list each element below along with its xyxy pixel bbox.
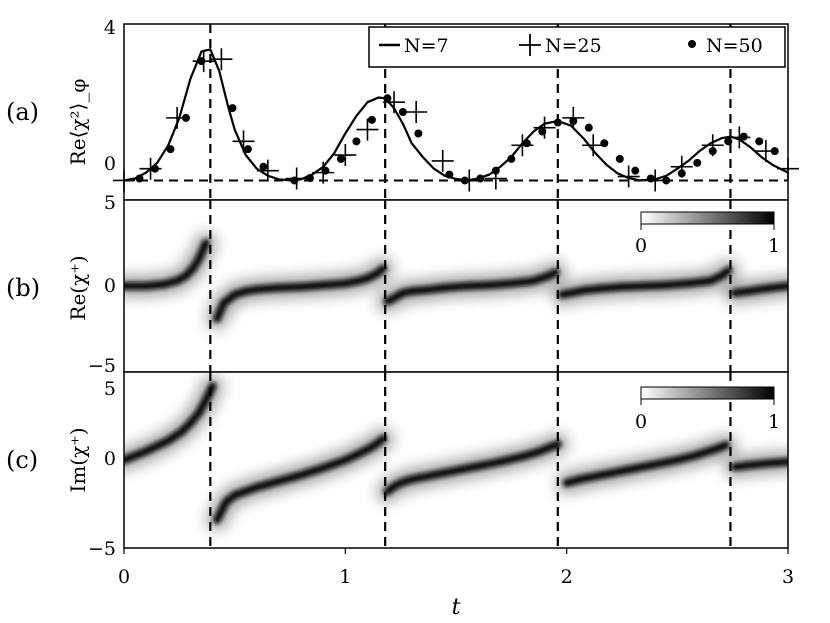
legend-plus-swatch (519, 34, 541, 56)
panel-b-ytick-0: 0 (104, 275, 116, 297)
series-n25-marker (582, 134, 605, 157)
series-n50-marker (724, 137, 733, 146)
panel-c-density-ridge (761, 457, 788, 468)
x-axis-label: t (452, 595, 461, 620)
series-n50-marker (600, 139, 609, 148)
series-n25-marker (405, 101, 428, 123)
panel-a-ylabel: Re⟨χ²⟩_φ (66, 79, 90, 166)
series-n50-marker (476, 174, 485, 183)
series-n50-marker (538, 127, 547, 136)
panel-b-colorbar-max: 1 (768, 235, 780, 257)
series-n50-marker (243, 145, 252, 154)
panel-c-density-ridge (142, 436, 173, 456)
panel-c-density-ridge (372, 434, 387, 449)
series-n25-marker (533, 116, 556, 139)
panel-b-label: (b) (6, 274, 40, 302)
panel-c-label: (c) (6, 446, 38, 474)
panel-c-colorbar: 0 1 (635, 386, 780, 433)
series-n25-marker (431, 149, 454, 172)
panel-a-ytick-4: 4 (104, 17, 116, 39)
series-n50-marker (693, 158, 702, 167)
panel-c-ylabel: Im(χ⁺) (66, 427, 90, 492)
series-n50-marker (677, 169, 686, 178)
panel-b-density-ridge (761, 282, 788, 293)
series-n50-marker (197, 57, 206, 66)
series-n25-marker (210, 48, 233, 71)
panel-c-colorbar-max: 1 (768, 411, 780, 433)
panel-c-frame (123, 371, 789, 549)
series-n50-marker (445, 170, 454, 179)
panel-c-ytick-5: 5 (104, 378, 116, 400)
series-n50-marker (166, 145, 175, 154)
series-n50-marker (646, 174, 655, 183)
panel-c-colorbar-min: 0 (635, 411, 647, 433)
panel-b: (b) Re(χ⁺) −5 0 5 0 1 (6, 192, 789, 377)
x-tick-label-0: 0 (118, 566, 130, 588)
series-n50-marker (414, 129, 423, 138)
panel-b-ytick-neg5: −5 (88, 355, 116, 377)
series-n50-marker (615, 154, 624, 163)
panel-c: (c) Im(χ⁺) −5 0 5 0 1 0 1 2 3 t (6, 371, 794, 620)
series-n50-marker (584, 123, 593, 132)
panel-c-density-ridge (544, 440, 562, 452)
panel-a-ytick-0: 0 (104, 153, 116, 175)
panel-c-ytick-0: 0 (104, 448, 116, 470)
series-n50-marker (491, 166, 500, 175)
series-n25-marker (113, 169, 135, 192)
series-n50-marker (367, 115, 376, 124)
panel-c-density-ridge (201, 382, 217, 405)
series-n50-marker (181, 113, 190, 122)
legend-dot-swatch (688, 40, 696, 48)
panel-a: (a) Re⟨χ²⟩_φ 0 4 N=7 N=25 N=50 (6, 17, 799, 201)
series-n50-marker (739, 132, 748, 141)
series-n50-marker (507, 154, 516, 163)
panel-b-density-ridge (195, 239, 210, 263)
series-n50-marker (150, 164, 159, 173)
x-tick-label-1: 1 (339, 566, 351, 588)
series-n25-marker (334, 144, 357, 167)
x-tick-label-2: 2 (561, 566, 573, 588)
panel-b-colorbar-bar (640, 211, 775, 225)
series-n50-marker (662, 176, 671, 185)
series-n25-marker (617, 165, 640, 188)
series-n50-marker (352, 137, 361, 146)
legend-entry-n25: N=25 (545, 35, 602, 57)
series-n50-marker (770, 147, 779, 156)
series-n50-marker (398, 108, 407, 116)
series-n50-marker (460, 176, 469, 185)
series-n50-marker (321, 166, 330, 175)
legend: N=7 N=25 N=50 (368, 26, 786, 68)
series-n50-marker (259, 162, 268, 171)
x-tick-label-3: 3 (782, 566, 794, 588)
legend-entry-n7: N=7 (404, 35, 449, 57)
series-n50-marker (755, 137, 764, 146)
panel-c-colorbar-bar (640, 386, 775, 400)
legend-entry-n50: N=50 (706, 35, 763, 57)
panel-b-density-ridge (372, 264, 387, 278)
panel-b-ylabel: Re(χ⁺) (66, 255, 90, 320)
series-n50-marker (336, 154, 345, 163)
series-n25-marker (232, 130, 255, 153)
series-n25-marker (256, 159, 279, 182)
panel-b-ytick-5: 5 (104, 192, 116, 214)
panel-b-colorbar-min: 0 (635, 235, 647, 257)
series-n50-marker (135, 174, 144, 183)
panel-c-ytick-neg5: −5 (88, 538, 116, 560)
series-n25-marker (777, 157, 799, 180)
series-n50-marker (708, 147, 717, 156)
series-n50-marker (228, 104, 237, 113)
series-n50-marker (290, 176, 299, 185)
series-n50-marker (569, 116, 578, 125)
panel-b-density-ridge (544, 268, 560, 280)
series-n25-marker (356, 118, 379, 141)
panel-a-label: (a) (6, 98, 39, 126)
panel-b-colorbar: 0 1 (635, 211, 780, 257)
panel-b-density-ridge (717, 266, 733, 280)
series-n50-marker (631, 166, 640, 175)
series-n50-marker (305, 174, 314, 183)
panel-c-density-ridge (713, 441, 731, 453)
series-n50-marker (522, 139, 531, 148)
legend-box (368, 26, 786, 68)
